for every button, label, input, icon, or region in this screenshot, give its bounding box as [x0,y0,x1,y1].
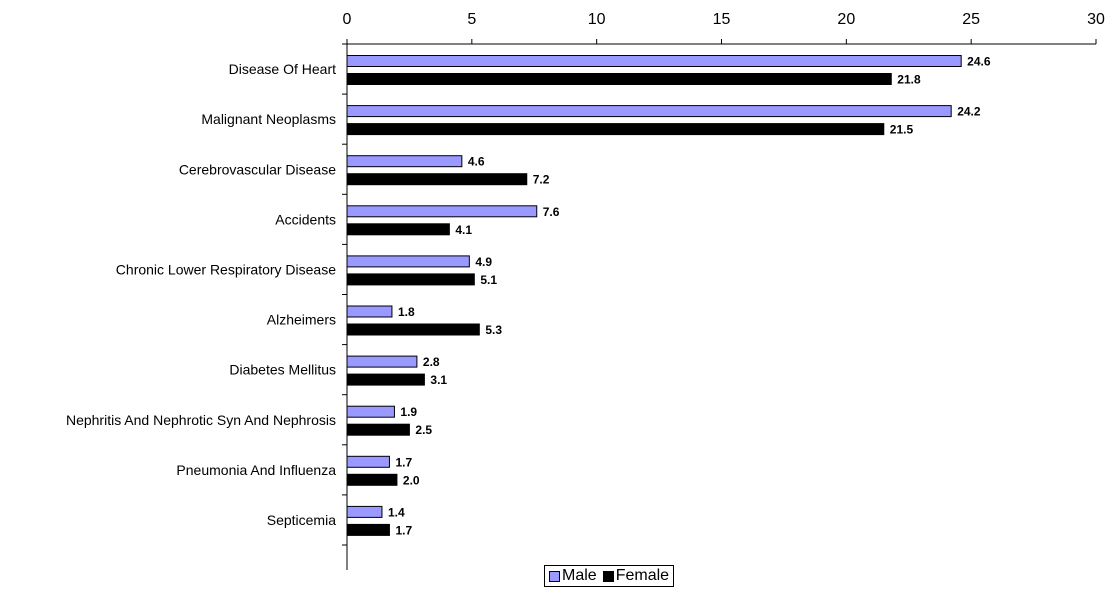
legend-label-female: Female [615,567,670,584]
category-label: Accidents [275,211,336,227]
x-tick-label: 20 [837,11,855,28]
data-label-male: 2.8 [423,355,440,369]
data-label-female: 4.1 [455,223,472,237]
data-label-male: 4.9 [475,255,492,269]
x-tick-label: 0 [343,11,352,28]
bar-female [346,273,475,286]
bar-female [346,73,892,85]
legend-label-male: Male [562,567,597,584]
bar-female [346,473,398,486]
data-label-male: 4.6 [468,155,485,169]
data-label-male: 24.6 [967,55,991,69]
category-label: Septicemia [267,512,336,528]
legend-item-male: Male [549,567,597,585]
legend-swatch-female [602,570,614,582]
bar-male [346,105,952,118]
bar-male [346,55,962,67]
bar-male [346,155,463,168]
bar-male [346,455,390,468]
category-label: Disease Of Heart [229,61,336,77]
bar-female [346,423,410,436]
x-tick-label: 15 [713,11,731,28]
chart-legend: Male Female [544,565,675,587]
category-label: Chronic Lower Respiratory Disease [116,261,336,277]
category-label: Alzheimers [267,312,336,328]
category-label: Pneumonia And Influenza [176,462,336,478]
bar-female [346,523,390,536]
bar-male [346,205,538,218]
category-label: Cerebrovascular Disease [179,161,336,177]
bar-female [346,373,425,386]
data-label-female: 2.5 [415,423,432,437]
bar-male [346,355,418,368]
bar-female [346,173,528,186]
bar-male [346,405,395,418]
bar-female [346,223,450,236]
data-label-male: 1.9 [400,405,417,419]
category-label: Nephritis And Nephrotic Syn And Nephrosi… [66,412,336,428]
data-label-female: 5.3 [485,323,502,337]
x-tick-label: 25 [962,11,980,28]
bar-male [346,305,393,318]
data-label-female: 3.1 [430,373,447,387]
data-label-male: 1.4 [388,505,405,519]
legend-item-female: Female [602,567,670,585]
data-label-female: 1.7 [395,523,412,537]
bar-male [346,255,470,268]
data-label-female: 2.0 [403,473,420,487]
category-label: Malignant Neoplasms [201,111,336,127]
legend-swatch-male [549,570,560,582]
data-label-male: 24.2 [957,105,981,119]
data-label-male: 1.8 [398,305,415,319]
data-label-female: 21.8 [897,73,921,87]
data-label-female: 7.2 [533,173,550,187]
x-tick-label: 30 [1087,11,1105,28]
data-label-male: 7.6 [543,205,560,219]
x-tick-label: 10 [588,11,606,28]
data-label-male: 1.7 [395,455,412,469]
bar-male [346,505,383,518]
bar-female [346,123,885,136]
category-label: Diabetes Mellitus [229,362,336,378]
x-tick-label: 5 [467,11,476,28]
data-label-female: 21.5 [890,123,914,137]
data-label-female: 5.1 [480,273,497,287]
bar-female [346,323,480,336]
